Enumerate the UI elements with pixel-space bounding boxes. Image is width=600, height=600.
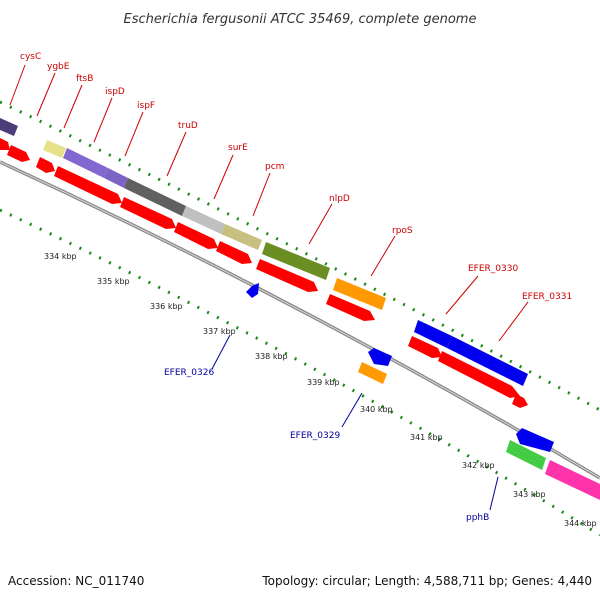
orf-arrow-reverse bbox=[246, 283, 259, 298]
orf-arrow bbox=[36, 157, 55, 173]
bottom-gene-labels: EFER_0326 EFER_0329 pphB bbox=[164, 368, 489, 523]
gene-block-EFER-0331 bbox=[447, 336, 528, 386]
kbp-label: 339 kbp bbox=[307, 378, 340, 387]
gene-block-cysC bbox=[0, 118, 18, 136]
forward-strand-arrows bbox=[0, 138, 528, 408]
gene-block-surE bbox=[221, 224, 262, 250]
kbp-label: 343 kbp bbox=[513, 490, 546, 499]
gene-label-EFER-0331: EFER_0331 bbox=[522, 292, 572, 302]
kbp-label: 338 kbp bbox=[255, 352, 288, 361]
orf-arrow bbox=[326, 294, 375, 321]
gene-label-nlpD: nlpD bbox=[329, 194, 350, 204]
orf-arrow bbox=[7, 145, 30, 162]
kbp-label: 342 kbp bbox=[462, 461, 495, 470]
gene-block-ispF bbox=[124, 178, 186, 216]
topology-text: Topology: circular; Length: 4,588,711 bp… bbox=[262, 574, 592, 588]
gene-label-truD: truD bbox=[178, 121, 198, 131]
reverse-strand-arrows bbox=[246, 283, 554, 452]
gene-label-pphB: pphB bbox=[466, 513, 489, 523]
gene-feature-track bbox=[0, 118, 600, 500]
orf-arrow bbox=[512, 394, 528, 408]
gene-block-magenta bbox=[545, 460, 600, 500]
gene-label-ispF: ispF bbox=[137, 101, 155, 111]
gene-label-EFER-0326: EFER_0326 bbox=[164, 368, 214, 378]
orf-arrow bbox=[54, 166, 122, 204]
map-title: Escherichia fergusonii ATCC 35469, compl… bbox=[124, 12, 477, 27]
genome-backbone-inner bbox=[0, 161, 600, 479]
gene-label-pcm: pcm bbox=[265, 162, 284, 172]
orf-arrow bbox=[438, 351, 520, 398]
gene-block-EFER-0329 bbox=[358, 362, 387, 384]
gene-block-pphB bbox=[506, 440, 546, 470]
inner-gc-track bbox=[0, 208, 600, 537]
gene-label-EFER-0330: EFER_0330 bbox=[468, 264, 518, 274]
gene-label-EFER-0329: EFER_0329 bbox=[290, 431, 340, 441]
gene-block-EFER-0330 bbox=[414, 320, 452, 348]
gene-block-nlpD bbox=[262, 242, 330, 280]
orf-arrow bbox=[216, 241, 252, 264]
label-leader-lines bbox=[9, 64, 529, 342]
kbp-label: 337 kbp bbox=[203, 327, 236, 336]
gene-label-rpoS: rpoS bbox=[392, 226, 413, 236]
orf-arrow-reverse bbox=[516, 428, 554, 452]
gene-label-cysC: cysC bbox=[20, 52, 41, 62]
orf-arrow bbox=[256, 259, 318, 292]
orf-arrow bbox=[120, 197, 176, 229]
gene-block-truD bbox=[182, 206, 225, 234]
kbp-label: 336 kbp bbox=[150, 302, 183, 311]
kbp-label: 335 kbp bbox=[97, 277, 130, 286]
orf-arrow bbox=[408, 336, 442, 358]
bottom-leader-lines bbox=[211, 334, 499, 511]
gene-block-ygbE bbox=[43, 140, 66, 158]
top-gene-labels: cysC ygbE ftsB ispD ispF truD surE pcm n… bbox=[20, 52, 572, 302]
gene-block-ftsB bbox=[63, 148, 108, 178]
gene-label-surE: surE bbox=[228, 143, 248, 153]
orf-arrow bbox=[0, 138, 10, 150]
gene-label-ygbE: ygbE bbox=[47, 62, 70, 72]
kbp-label: 334 kbp bbox=[44, 252, 77, 261]
kbp-label: 344 kbp bbox=[564, 519, 597, 528]
kbp-label: 341 kbp bbox=[410, 433, 443, 442]
orf-arrow-reverse bbox=[368, 348, 392, 366]
orf-arrow bbox=[174, 222, 218, 249]
kbp-position-labels: 334 kbp 335 kbp 336 kbp 337 kbp 338 kbp … bbox=[44, 252, 597, 528]
kbp-label: 340 kbp bbox=[360, 405, 393, 414]
gene-label-ftsB: ftsB bbox=[76, 74, 93, 84]
gene-block-rpoS bbox=[333, 278, 386, 310]
gene-label-ispD: ispD bbox=[105, 87, 125, 97]
accession-text: Accession: NC_011740 bbox=[8, 574, 145, 588]
gene-block-ispD bbox=[104, 168, 128, 188]
